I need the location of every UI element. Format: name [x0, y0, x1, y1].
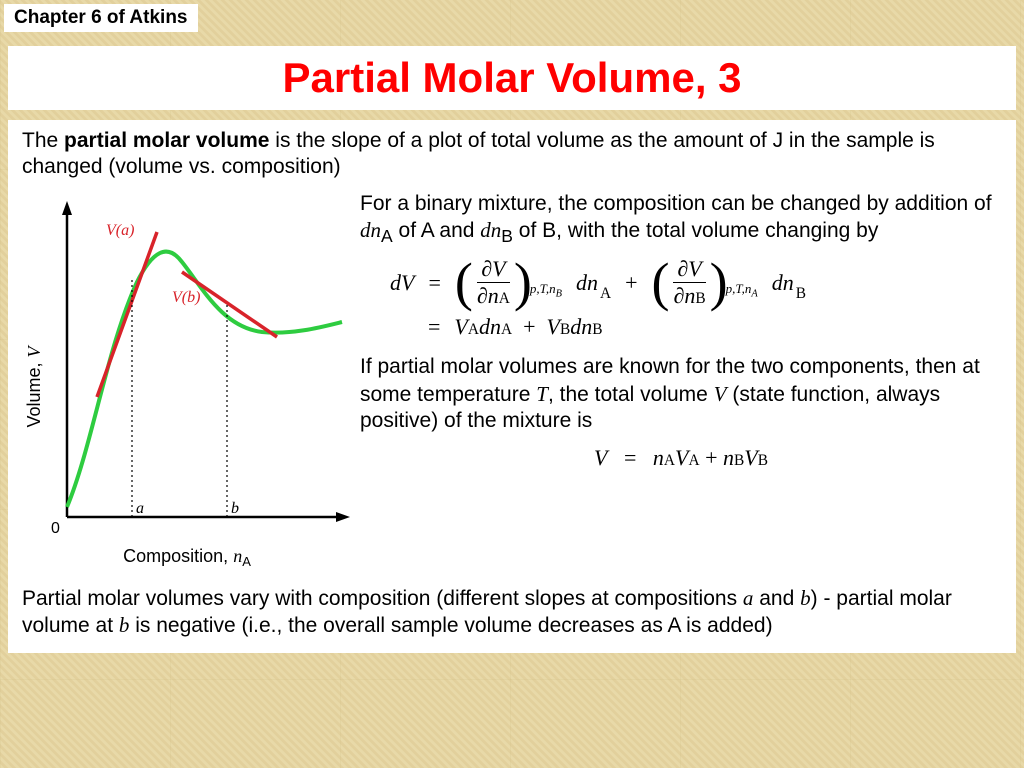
binary-mixture-text: For a binary mixture, the composition ca… [360, 191, 1002, 248]
volume-chart: Volume, V V(a) V(b) a b 0 [22, 187, 352, 572]
svg-text:b: b [231, 500, 239, 517]
equation-dv: dV = ( ∂V ∂nA ) p,T,nB dnA + ( [390, 258, 1002, 341]
intro-text: The partial molar volume is the slope of… [22, 128, 1002, 181]
text-column: For a binary mixture, the composition ca… [360, 187, 1002, 579]
intro-bold: partial molar volume [64, 129, 269, 152]
chapter-label: Chapter 6 of Atkins [4, 4, 198, 32]
slide-title: Partial Molar Volume, 3 [8, 54, 1016, 102]
equation-v: V = nAVA + nBVB [360, 444, 1002, 472]
title-bar: Partial Molar Volume, 3 [8, 46, 1016, 110]
svg-text:a: a [136, 500, 144, 517]
svg-text:Composition, nA: Composition, nA [123, 546, 251, 569]
intro-prefix: The [22, 129, 64, 152]
known-volumes-text: If partial molar volumes are known for t… [360, 354, 1002, 434]
svg-text:Volume, V: Volume, V [24, 344, 44, 427]
chart-column: Volume, V V(a) V(b) a b 0 [22, 187, 352, 579]
bottom-text: Partial molar volumes vary with composit… [22, 585, 1002, 640]
svg-text:0: 0 [51, 520, 60, 537]
svg-text:V(b): V(b) [172, 289, 200, 306]
svg-text:V(a): V(a) [106, 222, 134, 239]
content-area: The partial molar volume is the slope of… [8, 120, 1016, 653]
